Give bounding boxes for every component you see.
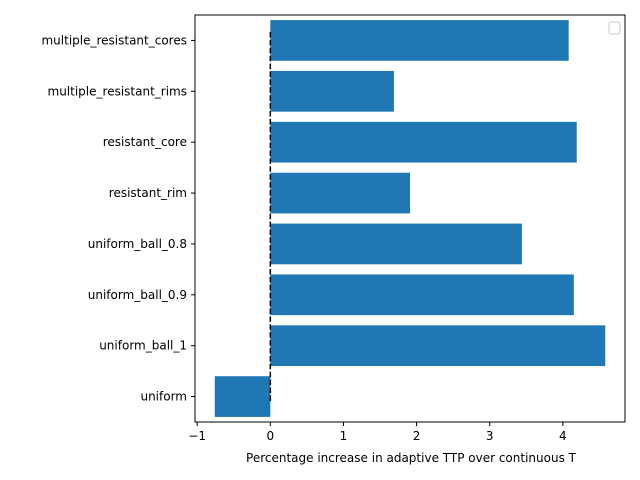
bar-uniform-ball-0-9 — [270, 274, 574, 316]
y-axis-ticks: multiple_resistant_cores multiple_resista… — [41, 33, 195, 404]
y-tick-label: uniform_ball_0.8 — [88, 237, 187, 251]
x-tick-label: 4 — [559, 429, 567, 443]
bar-multiple-resistant-cores — [270, 20, 569, 61]
bar-resistant-core — [270, 121, 577, 163]
x-tick-label: 3 — [486, 429, 494, 443]
bar-uniform — [214, 376, 271, 417]
x-tick-label: 2 — [413, 429, 421, 443]
y-tick-label: resistant_core — [103, 135, 187, 149]
bars — [214, 20, 606, 417]
y-tick-label: uniform_ball_1 — [99, 339, 187, 353]
bar-resistant-rim — [270, 172, 410, 214]
bar-uniform-ball-0-8 — [270, 223, 522, 265]
y-tick-label: multiple_resistant_cores — [41, 33, 187, 47]
x-axis-title: Percentage increase in adaptive TTP over… — [246, 451, 577, 465]
x-tick-label: −1 — [188, 429, 206, 443]
x-axis-ticks: −1 0 1 2 3 4 — [188, 422, 567, 443]
bar-uniform-ball-1 — [270, 325, 606, 367]
y-tick-label: resistant_rim — [109, 186, 187, 200]
y-tick-label: uniform_ball_0.9 — [88, 288, 187, 302]
x-tick-label: 1 — [340, 429, 348, 443]
bar-multiple-resistant-rims — [270, 70, 394, 112]
x-tick-label: 0 — [267, 429, 275, 443]
plot-area-frame — [194, 14, 626, 423]
legend-box — [608, 21, 621, 35]
y-tick-label: uniform — [140, 390, 187, 404]
y-tick-label: multiple_resistant_rims — [48, 84, 187, 98]
